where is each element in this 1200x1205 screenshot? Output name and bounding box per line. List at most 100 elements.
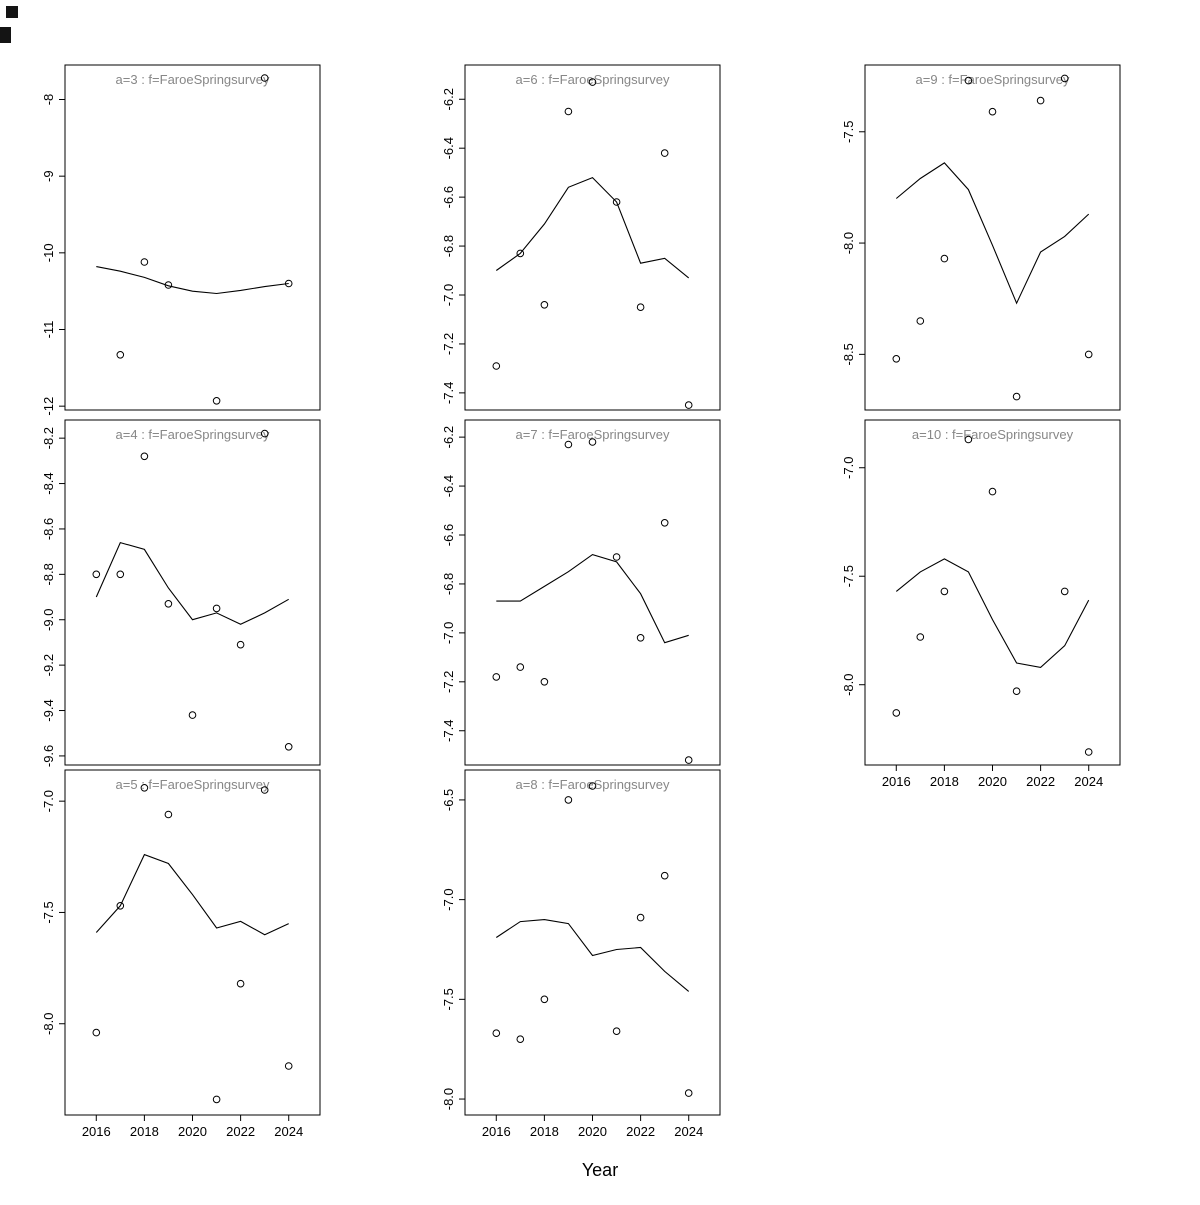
y-tick-label: -7.2 [441, 333, 456, 355]
data-point [540, 995, 549, 1004]
panel-border [64, 769, 321, 1116]
fit-line [95, 853, 289, 936]
data-point [916, 317, 925, 325]
data-point [516, 1035, 525, 1043]
panel-a8: a=8 : f=FaroeSpringsurvey -6.5 -7.0 -7.5 -8.… [441, 769, 721, 1139]
y-tick-label: -8.8 [41, 563, 56, 585]
data-point [116, 902, 125, 910]
y-tick-label: -8.0 [441, 1088, 456, 1110]
x-tick-label: 2016 [482, 1124, 511, 1139]
data-point [140, 784, 149, 792]
data-point [588, 78, 597, 86]
panel-a3: a=3 : f=FaroeSpringsurvey -8 -9 -10 -11 -12 [41, 64, 321, 416]
y-tick-label: -9.0 [41, 609, 56, 631]
data-point [188, 711, 197, 719]
data-point [1060, 74, 1069, 83]
y-tick-label: -6.8 [441, 235, 456, 257]
data-point [1036, 96, 1045, 105]
panel-title: a=4 : f=FaroeSpringsurvey [116, 427, 270, 442]
data-point [284, 279, 293, 288]
panel-a4: a=4 : f=FaroeSpringsurvey -8.2 -8.4 -8.6 -8.… [41, 419, 321, 767]
fit-line [495, 919, 690, 992]
x-tick-label: 2022 [1026, 774, 1055, 789]
y-tick-label: -12 [41, 397, 56, 416]
y-tick-label: -8.6 [41, 518, 56, 540]
panel-a9: a=9 : f=FaroeSpringsurvey -7.5 -8.0 -8.5 [841, 64, 1121, 411]
panel-border [64, 64, 321, 411]
y-tick-label: -7.5 [41, 901, 56, 923]
x-tick-label: 2022 [226, 1124, 255, 1139]
data-point [1084, 350, 1093, 359]
x-axis-title: Year [581, 1160, 619, 1180]
y-tick-label: -6.4 [441, 475, 456, 497]
data-point [660, 149, 669, 157]
y-tick-label: -8.4 [41, 472, 56, 494]
data-point [236, 640, 245, 649]
x-tick-label: 2018 [130, 1124, 159, 1139]
y-tick-label: -9.2 [41, 654, 56, 676]
data-point [140, 452, 149, 461]
y-tick-label: -7.4 [441, 720, 456, 742]
y-tick-label: -6.5 [441, 789, 456, 811]
y-tick-label: -6.6 [441, 186, 456, 208]
data-point [588, 782, 597, 790]
panel-title: a=9 : f=FaroeSpringsurvey [916, 72, 1070, 87]
y-tick-label: -8 [41, 94, 56, 106]
x-tick-label: 2020 [578, 1124, 607, 1139]
y-tick-label: -10 [41, 243, 56, 262]
data-point [612, 1027, 621, 1035]
data-point [940, 587, 949, 596]
screen-artifact-top-left-1 [6, 6, 18, 18]
data-point [612, 553, 621, 561]
data-point [92, 1028, 101, 1037]
y-tick-label: -9.4 [41, 699, 56, 721]
y-tick-label: -6.2 [441, 88, 456, 110]
data-point [92, 570, 101, 579]
fit-line [496, 553, 689, 644]
data-point [564, 796, 573, 804]
panel-border [864, 64, 1121, 411]
y-tick-label: -7.0 [841, 457, 856, 479]
data-point [916, 633, 925, 641]
data-point [684, 401, 693, 409]
x-tick-label: 2020 [978, 774, 1007, 789]
y-tick-label: -11 [41, 321, 56, 339]
data-point [588, 438, 597, 446]
data-point [116, 351, 125, 359]
panel-border [64, 419, 321, 766]
data-point [940, 254, 949, 263]
panel-title: a=7 : f=FaroeSpringsurvey [516, 427, 670, 442]
y-tick-label: -8.2 [41, 427, 56, 449]
x-tick-label: 2024 [1074, 774, 1103, 789]
fit-line [96, 266, 289, 295]
fit-line [895, 162, 1090, 305]
x-tick-label: 2016 [882, 774, 911, 789]
data-point [140, 258, 149, 266]
panel-title: a=3 : f=FaroeSpringsurvey [116, 72, 270, 87]
data-point [164, 281, 173, 289]
data-point [212, 397, 221, 405]
data-point [636, 303, 645, 312]
x-tick-label: 2024 [274, 1124, 303, 1139]
data-point [164, 810, 173, 819]
data-point [892, 709, 901, 717]
data-point [284, 743, 293, 751]
data-point [964, 435, 973, 444]
y-tick-label: -6.4 [441, 137, 456, 159]
y-tick-label: -7.0 [441, 284, 456, 306]
data-point [540, 678, 549, 686]
y-tick-label: -8.0 [41, 1013, 56, 1035]
x-tick-label: 2018 [930, 774, 959, 789]
y-tick-label: -8.5 [841, 343, 856, 365]
y-tick-label: -8.0 [841, 674, 856, 696]
x-tick-label: 2024 [674, 1124, 703, 1139]
data-point [964, 76, 973, 85]
panel-a7: a=7 : f=FaroeSpringsurvey -6.2 -6.4 -6.6 -6.… [441, 419, 721, 766]
y-tick-label: -7.4 [441, 382, 456, 404]
y-tick-label: -7.5 [441, 988, 456, 1010]
data-point [660, 519, 669, 527]
y-tick-label: -7.0 [441, 622, 456, 644]
data-point [636, 634, 645, 642]
data-point [636, 913, 645, 922]
